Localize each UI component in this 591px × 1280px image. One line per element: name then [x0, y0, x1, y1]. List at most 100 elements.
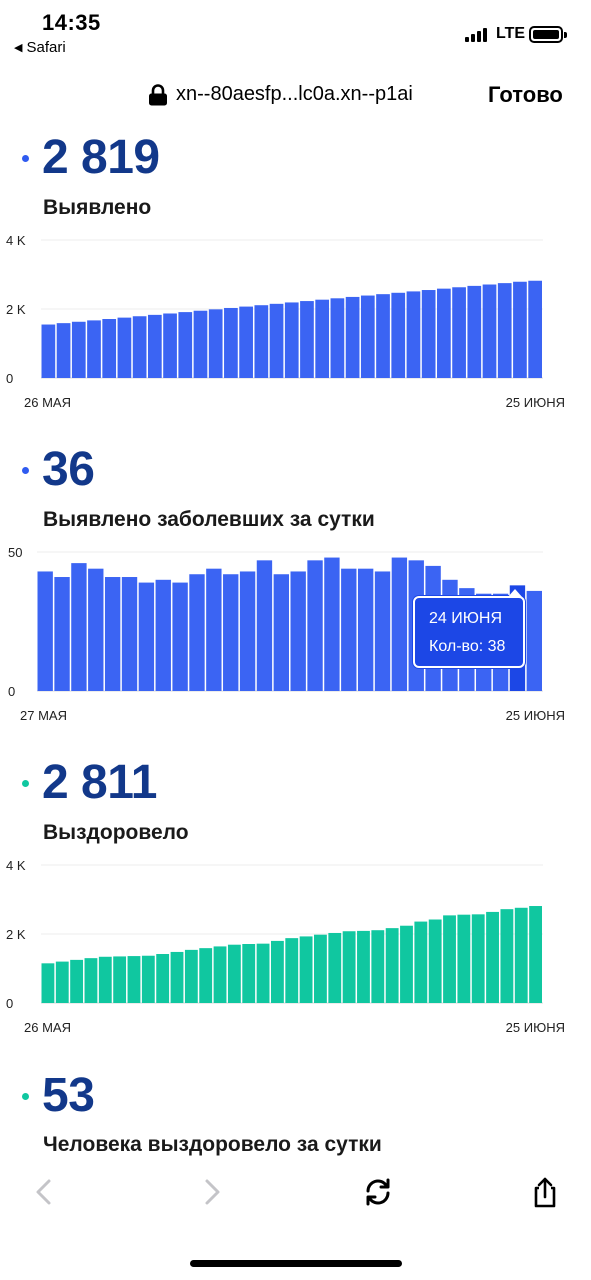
url-text[interactable]: xn--80aesfp...lc0a.xn--p1ai [176, 83, 413, 105]
daily-recovered-label: Человека выздоровело за сутки [43, 1133, 382, 1156]
back-triangle-icon: ◀ [14, 42, 23, 54]
x-start-label: 27 МАЯ [20, 708, 67, 721]
x-end-label: 25 ИЮНЯ [506, 708, 565, 721]
back-app-label: Safari [26, 39, 66, 56]
chart-bar [178, 312, 193, 378]
chart-bar [428, 919, 442, 1003]
chart-bar [437, 288, 451, 378]
chart-bar [452, 287, 466, 378]
reload-icon[interactable] [362, 1176, 394, 1208]
chart-bar [284, 302, 299, 378]
battery-icon [529, 26, 567, 43]
chart-bar [87, 320, 101, 378]
chart-bar [256, 560, 273, 691]
chart-bar [227, 944, 241, 1003]
chart-bar [132, 316, 147, 378]
chart-bar [55, 961, 69, 1003]
chart-bar [345, 296, 360, 378]
chart-bar [254, 305, 269, 378]
chart-bar [163, 313, 177, 378]
chart-bar [121, 577, 138, 691]
network-type: LTE [496, 25, 526, 42]
chart-bar [54, 577, 70, 691]
y-tick-label: 4 K [6, 858, 26, 873]
chart-bar [514, 907, 528, 1003]
chart-bar [270, 940, 284, 1003]
recovered-label: Выздоровело [43, 821, 189, 844]
series-dot [22, 155, 29, 162]
chart-bar [406, 291, 421, 378]
home-indicator[interactable] [190, 1260, 402, 1267]
chart-bar [513, 281, 527, 378]
chart-bar [189, 574, 205, 691]
chart-bar [330, 298, 345, 378]
chart-bar [391, 292, 406, 378]
chart-bar [224, 307, 238, 378]
chart-bar [500, 909, 514, 1003]
daily-recovered-value: 53 [42, 1069, 95, 1122]
chart-bar [421, 290, 436, 378]
detected-chart[interactable]: 0 2 K 4 K 26 МАЯ 25 ИЮНЯ [0, 228, 591, 408]
tooltip-count: Кол-во: 38 [429, 638, 506, 655]
chart-bar [285, 938, 299, 1003]
chart-bar [156, 954, 170, 1003]
chart-bar [113, 956, 127, 1003]
x-end-label: 25 ИЮНЯ [506, 1020, 565, 1033]
chart-bar [457, 914, 471, 1003]
chart-bar [497, 283, 512, 378]
chart-bar [206, 568, 222, 691]
y-tick-label: 0 [8, 684, 15, 699]
y-tick-label: 0 [6, 996, 13, 1011]
chart-bar [528, 280, 542, 378]
y-tick-label: 2 K [6, 927, 26, 942]
chart-bar [307, 560, 323, 691]
chart-bar [71, 563, 87, 691]
chart-bar [71, 321, 86, 378]
chart-bar [239, 571, 256, 691]
chart-bar [223, 574, 239, 691]
chart-bar [400, 925, 413, 1003]
chart-bar [443, 915, 456, 1003]
chart-bar [385, 928, 399, 1003]
chart-bar [414, 921, 428, 1003]
done-button[interactable]: Готово [488, 82, 563, 107]
lock-icon [149, 84, 167, 106]
chart-bar [193, 310, 208, 378]
chart-bar [98, 956, 112, 1003]
chart-bar [342, 931, 356, 1003]
chart-bar [56, 323, 71, 378]
recovered-chart[interactable]: 0 2 K 4 K 26 МАЯ 25 ИЮНЯ [0, 853, 591, 1033]
y-tick-label: 0 [6, 371, 13, 386]
chart-bar [147, 314, 162, 378]
browser-toolbar [0, 1166, 591, 1218]
back-to-app-link[interactable]: ◀ Safari [14, 39, 66, 56]
chart-bar [328, 932, 342, 1003]
tooltip-date: 24 ИЮНЯ [429, 610, 503, 627]
tooltip-pointer [507, 589, 523, 598]
address-bar: xn--80aesfp...lc0a.xn--p1ai Готово [0, 72, 591, 118]
chart-bar [269, 303, 284, 378]
y-tick-label: 2 K [6, 302, 26, 317]
chart-bar [117, 317, 132, 378]
daily-detected-value: 36 [42, 443, 95, 496]
chart-bar [70, 959, 84, 1003]
chart-bar [242, 944, 256, 1003]
series-dot [22, 467, 29, 474]
daily-detected-label: Выявлено заболевших за сутки [43, 508, 375, 531]
chart-bar [273, 574, 289, 691]
chart-bar [256, 943, 270, 1003]
x-start-label: 26 МАЯ [24, 395, 71, 408]
chart-bar [357, 568, 374, 691]
share-icon[interactable] [529, 1176, 561, 1208]
chart-bar [529, 906, 542, 1003]
chart-bar [315, 299, 330, 378]
chart-bar [155, 579, 171, 691]
chart-bar [239, 306, 253, 378]
detected-total-value: 2 819 [42, 131, 160, 184]
forward-chevron-icon[interactable] [196, 1176, 228, 1208]
y-tick-label: 4 K [6, 233, 26, 248]
chart-bar [213, 946, 227, 1003]
back-chevron-icon[interactable] [28, 1176, 60, 1208]
chart-bar [37, 571, 53, 691]
chart-bar [371, 930, 385, 1003]
